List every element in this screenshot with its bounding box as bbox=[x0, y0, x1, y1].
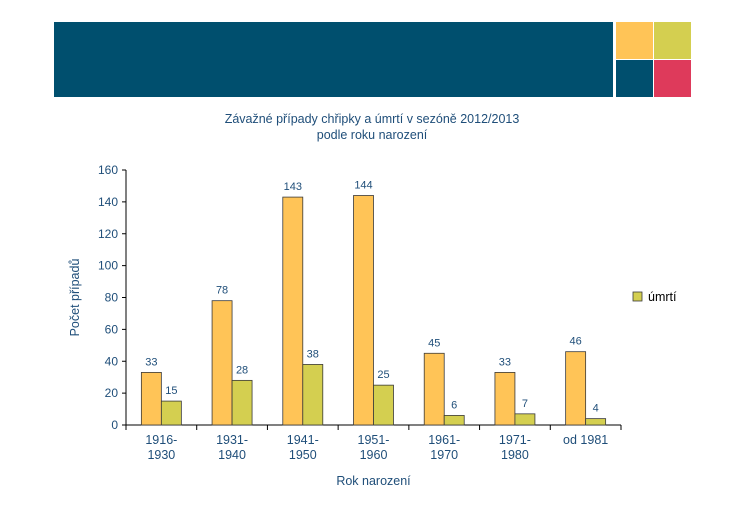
case-bar bbox=[494, 372, 516, 426]
death-value-label: 28 bbox=[236, 364, 248, 376]
chart-title: Závažné případy chřipky a úmrtí v sezóně… bbox=[224, 112, 520, 126]
case-bar bbox=[140, 372, 162, 426]
x-tick-label: 1971- bbox=[499, 433, 531, 447]
y-tick-label: 140 bbox=[98, 195, 118, 209]
case-bar bbox=[211, 300, 233, 426]
case-value-label: 33 bbox=[499, 356, 511, 368]
y-tick-label: 20 bbox=[105, 386, 119, 400]
y-tick-label: 100 bbox=[98, 259, 118, 273]
y-tick-label: 0 bbox=[111, 418, 118, 432]
case-bar bbox=[353, 195, 374, 426]
case-bar bbox=[423, 352, 445, 426]
death-bar bbox=[231, 379, 253, 426]
square-orange bbox=[616, 22, 653, 59]
x-tick-label: 1950 bbox=[289, 448, 317, 462]
case-bar bbox=[565, 351, 587, 426]
death-value-label: 6 bbox=[451, 399, 457, 411]
case-value-label: 144 bbox=[354, 180, 372, 192]
death-value-label: 7 bbox=[522, 398, 528, 410]
x-tick-label: 1980 bbox=[501, 448, 529, 462]
death-value-label: 25 bbox=[377, 369, 389, 381]
x-axis-label: Rok narození bbox=[336, 474, 411, 488]
y-tick-label: 80 bbox=[105, 291, 119, 305]
x-tick-label: 1931- bbox=[216, 433, 248, 447]
death-bar bbox=[443, 415, 465, 426]
x-tick-label: 1941- bbox=[287, 433, 319, 447]
x-tick-label: 1961- bbox=[428, 433, 460, 447]
square-navy bbox=[616, 60, 653, 97]
legend-swatch bbox=[632, 291, 643, 302]
death-bar bbox=[302, 364, 324, 426]
death-value-label: 38 bbox=[307, 348, 319, 360]
legend-label: úmrtí bbox=[648, 290, 677, 304]
case-value-label: 78 bbox=[216, 285, 228, 297]
x-tick-label: 1940 bbox=[218, 448, 246, 462]
x-tick-label: 1951- bbox=[358, 433, 390, 447]
death-value-label: 15 bbox=[165, 385, 177, 397]
y-tick-label: 60 bbox=[105, 322, 119, 336]
chart-subtitle: podle roku narození bbox=[316, 128, 428, 142]
death-bar bbox=[514, 413, 536, 426]
death-bar bbox=[160, 400, 182, 426]
y-tick-label: 120 bbox=[98, 227, 118, 241]
x-tick-label: od 1981 bbox=[563, 433, 608, 447]
x-tick-label: 1960 bbox=[360, 448, 388, 462]
square-olive bbox=[654, 22, 691, 59]
x-tick-label: 1916- bbox=[145, 433, 177, 447]
case-bar bbox=[282, 196, 304, 426]
square-red bbox=[654, 60, 691, 97]
case-value-label: 33 bbox=[145, 356, 157, 368]
y-axis-label: Počet případů bbox=[68, 259, 82, 337]
case-value-label: 46 bbox=[570, 336, 582, 348]
case-value-label: 143 bbox=[284, 181, 302, 193]
x-tick-label: 1930 bbox=[147, 448, 175, 462]
case-value-label: 45 bbox=[428, 337, 440, 349]
y-tick-label: 160 bbox=[98, 163, 118, 177]
death-bar bbox=[373, 384, 394, 426]
x-tick-label: 1970 bbox=[430, 448, 458, 462]
header-banner bbox=[54, 22, 613, 97]
y-tick-label: 40 bbox=[105, 354, 119, 368]
death-bar bbox=[585, 418, 607, 426]
death-value-label: 4 bbox=[593, 403, 599, 415]
